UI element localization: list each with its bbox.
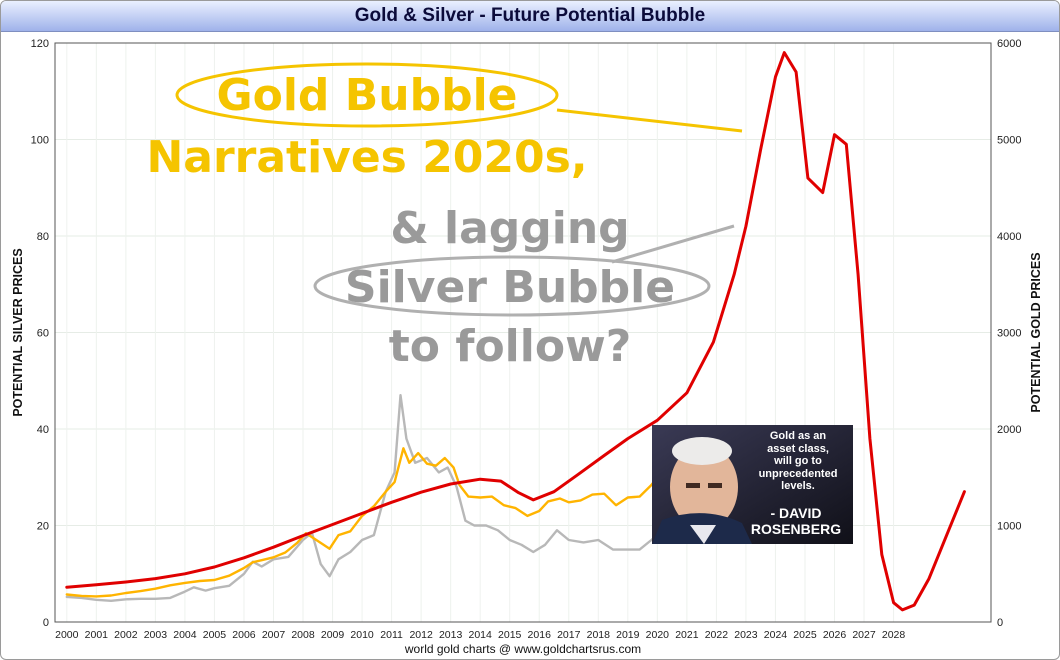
- x-tick-label: 2001: [85, 629, 109, 641]
- bubble-projection-line: [65, 51, 966, 612]
- x-tick-label: 2008: [291, 629, 315, 641]
- x-tick-label: 2013: [439, 629, 463, 641]
- author-line: ROSENBERG: [750, 521, 842, 537]
- x-tick-label: 2010: [350, 629, 374, 641]
- x-tick-label: 2003: [144, 629, 168, 641]
- x-tick-label: 2018: [587, 629, 611, 641]
- annotation-lagging: & lagging: [390, 203, 629, 254]
- quote-line: unprecedented: [758, 467, 838, 480]
- chart-title-bar: Gold & Silver - Future Potential Bubble: [1, 1, 1059, 32]
- quote-line: levels.: [781, 480, 815, 492]
- y-left-tick-label: 60: [37, 328, 49, 340]
- silver-price-line: [65, 394, 659, 602]
- y-left-tick-label: 0: [43, 617, 49, 629]
- x-tick-label: 2027: [852, 629, 876, 641]
- quote-line: asset class,: [767, 442, 829, 455]
- silver-callout-line: [611, 224, 735, 264]
- x-tick-label: 2005: [203, 629, 227, 641]
- quote-photo-box: [652, 425, 853, 544]
- x-tick-label: 2026: [823, 629, 847, 641]
- footer-credit: world gold charts @ www.goldchartsrus.co…: [404, 642, 641, 656]
- x-tick-label: 2006: [232, 629, 256, 641]
- annotation-to-follow: to follow?: [389, 321, 632, 372]
- y-right-axis-label: POTENTIAL GOLD PRICES: [1029, 252, 1043, 412]
- y-right-tick-label: 0: [997, 617, 1003, 629]
- y-left-tick-label: 40: [37, 424, 49, 436]
- x-tick-label: 2028: [882, 629, 906, 641]
- x-tick-label: 2004: [173, 629, 197, 641]
- x-tick-label: 2022: [705, 629, 729, 641]
- author-line: - DAVID: [770, 505, 822, 521]
- silver-bubble-ellipse: [313, 255, 711, 317]
- y-right-tick-label: 5000: [997, 135, 1021, 147]
- gold-callout-line: [556, 108, 743, 133]
- quote-text: Gold as an asset class, will go to unpre…: [748, 430, 848, 493]
- annotation-gold-bubble: Gold Bubble: [216, 70, 517, 121]
- plot-border: [54, 42, 992, 623]
- y-left-tick-label: 100: [31, 135, 49, 147]
- y-right-tick-label: 2000: [997, 424, 1021, 436]
- gold-bubble-ellipse: [175, 62, 559, 128]
- annotation-gold-narratives: Narratives 2020s,: [146, 132, 587, 183]
- quote-line: Gold as an: [769, 430, 827, 442]
- x-tick-label: 2000: [55, 629, 79, 641]
- x-tick-label: 2011: [380, 629, 403, 641]
- x-tick-label: 2002: [114, 629, 138, 641]
- y-left-axis-label: POTENTIAL SILVER PRICES: [11, 248, 25, 416]
- y-left-tick-label: 120: [31, 38, 49, 50]
- y-right-tick-label: 3000: [997, 328, 1021, 340]
- quote-author: - DAVID ROSENBERG: [740, 505, 852, 537]
- y-left-tick-label: 20: [37, 521, 49, 533]
- gold-price-line: [65, 447, 659, 598]
- x-tick-label: 2024: [764, 629, 788, 641]
- x-tick-label: 2025: [793, 629, 817, 641]
- x-tick-label: 2015: [498, 629, 522, 641]
- x-tick-label: 2009: [321, 629, 345, 641]
- x-tick-label: 2019: [616, 629, 640, 641]
- x-tick-label: 2017: [557, 629, 581, 641]
- y-right-tick-label: 1000: [997, 521, 1021, 533]
- chart-title: Gold & Silver - Future Potential Bubble: [354, 5, 706, 26]
- portrait-image: [652, 425, 853, 544]
- annotation-silver-bubble: Silver Bubble: [345, 262, 675, 313]
- x-tick-label: 2014: [469, 629, 493, 641]
- y-right-tick-label: 6000: [997, 38, 1021, 50]
- x-tick-label: 2012: [409, 629, 433, 641]
- x-tick-label: 2023: [734, 629, 758, 641]
- y-left-tick-label: 80: [37, 231, 49, 243]
- x-tick-label: 2016: [528, 629, 552, 641]
- x-tick-label: 2007: [262, 629, 286, 641]
- x-tick-label: 2020: [646, 629, 670, 641]
- x-tick-label: 2021: [675, 629, 699, 641]
- quote-line: will go to: [774, 455, 822, 467]
- y-right-tick-label: 4000: [997, 231, 1021, 243]
